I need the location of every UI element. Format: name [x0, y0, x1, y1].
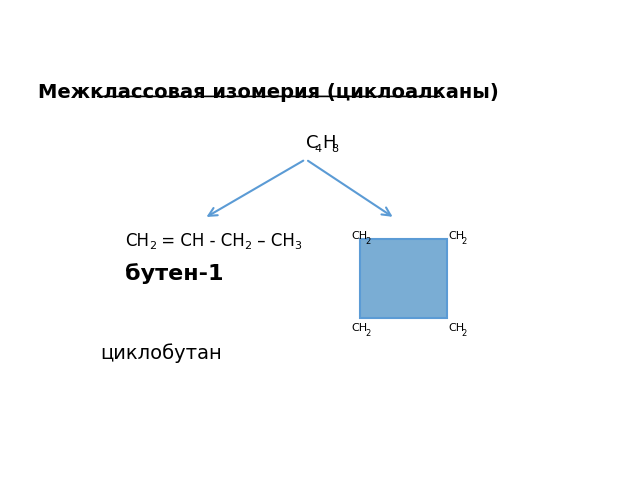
Text: 4: 4 [315, 144, 322, 154]
Text: H: H [322, 133, 335, 152]
Text: 2: 2 [244, 241, 252, 252]
Text: 8: 8 [331, 144, 338, 154]
Text: C: C [306, 133, 318, 152]
Bar [360, 239, 447, 318]
Text: 3: 3 [294, 241, 301, 252]
Text: – CH: – CH [252, 231, 294, 250]
Text: бутен-1: бутен-1 [125, 264, 223, 284]
Text: 2: 2 [461, 329, 467, 338]
Text: 2: 2 [365, 237, 371, 246]
Text: CH: CH [448, 323, 464, 333]
Text: CH: CH [352, 231, 368, 241]
Text: Межклассовая изомерия (циклоалканы): Межклассовая изомерия (циклоалканы) [38, 84, 499, 102]
Text: 2: 2 [461, 237, 467, 246]
Text: CH: CH [125, 231, 148, 250]
Text: 2: 2 [148, 241, 156, 252]
Text: циклобутан: циклобутан [100, 343, 221, 363]
Text: CH: CH [352, 323, 368, 333]
Text: CH: CH [448, 231, 464, 241]
Text: = CH - CH: = CH - CH [156, 231, 244, 250]
Text: 2: 2 [365, 329, 371, 338]
